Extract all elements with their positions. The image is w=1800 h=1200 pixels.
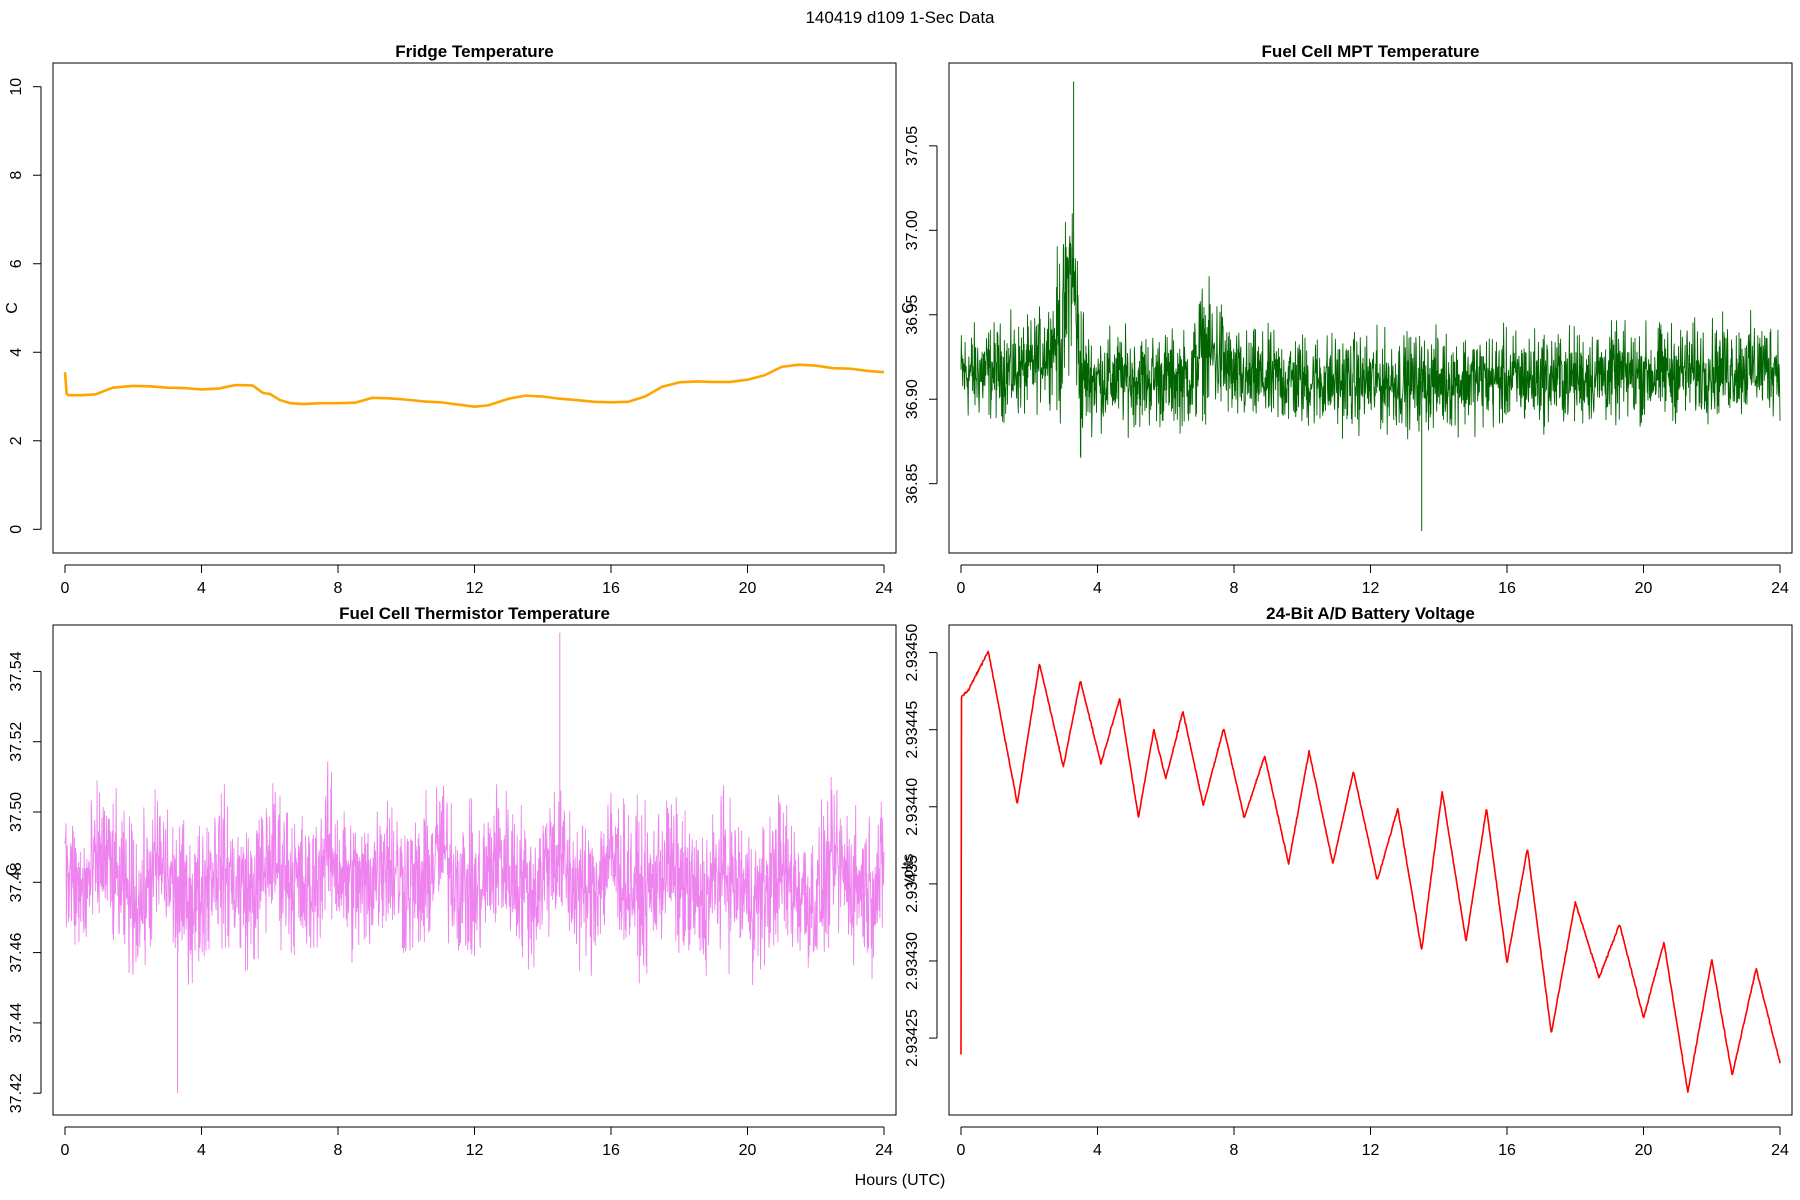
plot-frame [52, 62, 897, 554]
x-tick-label: 4 [1093, 580, 1102, 597]
plot-frame [948, 624, 1793, 1116]
panel-title: Fuel Cell MPT Temperature [1262, 42, 1480, 61]
y-tick-label: 2 [8, 436, 25, 445]
x-tick-label: 20 [1635, 580, 1653, 597]
plot-frame [52, 624, 897, 1116]
figure-suptitle: 140419 d109 1-Sec Data [805, 8, 995, 27]
series-line [960, 650, 1781, 1093]
y-tick-label: 4 [8, 348, 25, 357]
panel-title: 24-Bit A/D Battery Voltage [1266, 604, 1475, 623]
x-tick-label: 20 [739, 1142, 757, 1159]
x-tick-label: 8 [1230, 580, 1239, 597]
x-tick-label: 20 [1635, 1142, 1653, 1159]
y-tick-label: 2.93440 [904, 778, 921, 836]
x-tick-label: 8 [334, 580, 343, 597]
y-tick-label: 37.42 [8, 1073, 25, 1113]
panel-battery-voltage: 24-Bit A/D Battery Voltage volts 0 4 8 12 16… [900, 604, 1793, 1159]
y-tick-label: 8 [8, 171, 25, 180]
y-tick-label: 2.93425 [904, 1009, 921, 1067]
panel-title: Fuel Cell Thermistor Temperature [339, 604, 610, 623]
x-tick-label: 16 [1498, 1142, 1516, 1159]
y-tick-label: 37.48 [8, 862, 25, 902]
panel-ylabel: C [4, 302, 21, 314]
panel-thermistor-temperature: Fuel Cell Thermistor Temperature C 0 4 8 12… [4, 604, 897, 1159]
x-tick-label: 24 [875, 580, 893, 597]
x-tick-label: 8 [334, 1142, 343, 1159]
y-tick-label: 36.85 [904, 464, 921, 504]
x-tick-label: 12 [466, 1142, 484, 1159]
panel-ylabel: C [900, 302, 917, 314]
x-tick-label: 20 [739, 580, 757, 597]
panel-title: Fridge Temperature [395, 42, 553, 61]
x-tick-label: 24 [1771, 580, 1789, 597]
x-tick-label: 16 [602, 580, 620, 597]
x-tick-label: 0 [957, 1142, 966, 1159]
y-tick-label: 2.93450 [904, 624, 921, 682]
x-tick-label: 24 [875, 1142, 893, 1159]
x-tick-label: 4 [197, 580, 206, 597]
y-tick-label: 37.44 [8, 1003, 25, 1043]
y-tick-label: 0 [8, 525, 25, 534]
y-tick-label: 37.00 [904, 210, 921, 250]
y-tick-label: 10 [8, 78, 25, 96]
y-tick-label: 37.46 [8, 932, 25, 972]
x-tick-label: 4 [1093, 1142, 1102, 1159]
y-tick-label: 2.93430 [904, 932, 921, 990]
x-tick-label: 8 [1230, 1142, 1239, 1159]
y-tick-label: 37.05 [904, 126, 921, 166]
y-tick-label: 37.54 [8, 651, 25, 691]
y-tick-label: 37.50 [8, 792, 25, 832]
series-line [63, 363, 885, 408]
x-tick-label: 0 [61, 580, 70, 597]
y-tick-label: 37.52 [8, 722, 25, 762]
x-tick-label: 12 [1362, 580, 1380, 597]
x-tick-label: 12 [466, 580, 484, 597]
y-tick-label: 2.93445 [904, 701, 921, 759]
x-tick-label: 4 [197, 1142, 206, 1159]
x-tick-label: 16 [1498, 580, 1516, 597]
panel-ylabel: volts [900, 854, 917, 887]
panel-ylabel: C [4, 864, 21, 876]
plot-frame [948, 62, 1793, 554]
x-tick-label: 0 [61, 1142, 70, 1159]
x-tick-label: 16 [602, 1142, 620, 1159]
y-tick-label: 36.95 [904, 295, 921, 335]
y-tick-label: 6 [8, 259, 25, 268]
x-tick-label: 24 [1771, 1142, 1789, 1159]
figure-xlabel: Hours (UTC) [855, 1172, 946, 1189]
y-tick-label: 36.90 [904, 379, 921, 419]
x-tick-label: 12 [1362, 1142, 1380, 1159]
series-line [960, 213, 1781, 459]
panel-mpt-temperature: Fuel Cell MPT Temperature C 0 4 8 12 16 20 24 3… [900, 42, 1793, 597]
y-tick-label: 2.93435 [904, 855, 921, 913]
x-tick-label: 0 [957, 580, 966, 597]
series-line [64, 761, 885, 986]
